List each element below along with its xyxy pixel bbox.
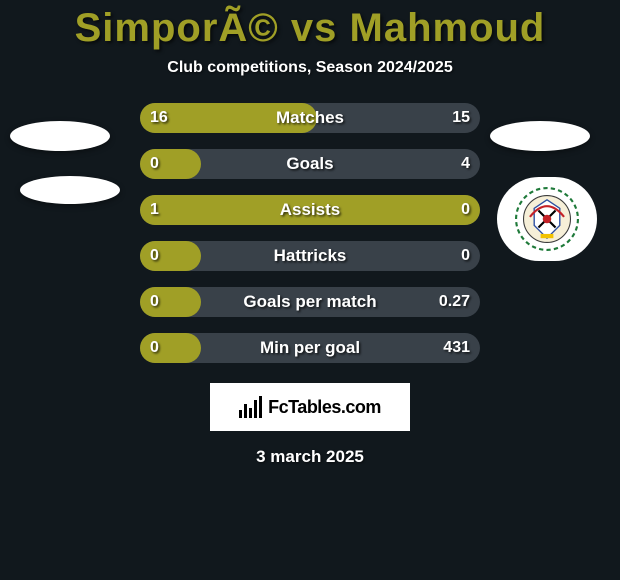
crest-inner (509, 181, 585, 257)
crest-badge (497, 177, 597, 261)
stat-label: Goals (140, 149, 480, 179)
stat-row: 04Goals (0, 149, 620, 179)
stat-label: Assists (140, 195, 480, 225)
page-title: SimporÃ© vs Mahmoud (75, 6, 546, 51)
player-left-avatar-2 (20, 176, 120, 204)
stat-label: Hattricks (140, 241, 480, 271)
chart-date: 3 march 2025 (256, 447, 364, 467)
player-right-avatar (490, 121, 590, 151)
brand-box: FcTables.com (210, 383, 410, 431)
stat-label: Min per goal (140, 333, 480, 363)
player-left-avatar-1 (10, 121, 110, 151)
stat-label: Matches (140, 103, 480, 133)
brand-bars-icon (239, 396, 262, 418)
crest-icon (515, 187, 579, 251)
stat-row: 00.27Goals per match (0, 287, 620, 317)
comparison-infographic: SimporÃ© vs Mahmoud Club competitions, S… (0, 0, 620, 580)
stat-label: Goals per match (140, 287, 480, 317)
brand-text: FcTables.com (268, 397, 381, 418)
stat-row: 0431Min per goal (0, 333, 620, 363)
page-subtitle: Club competitions, Season 2024/2025 (167, 59, 452, 77)
